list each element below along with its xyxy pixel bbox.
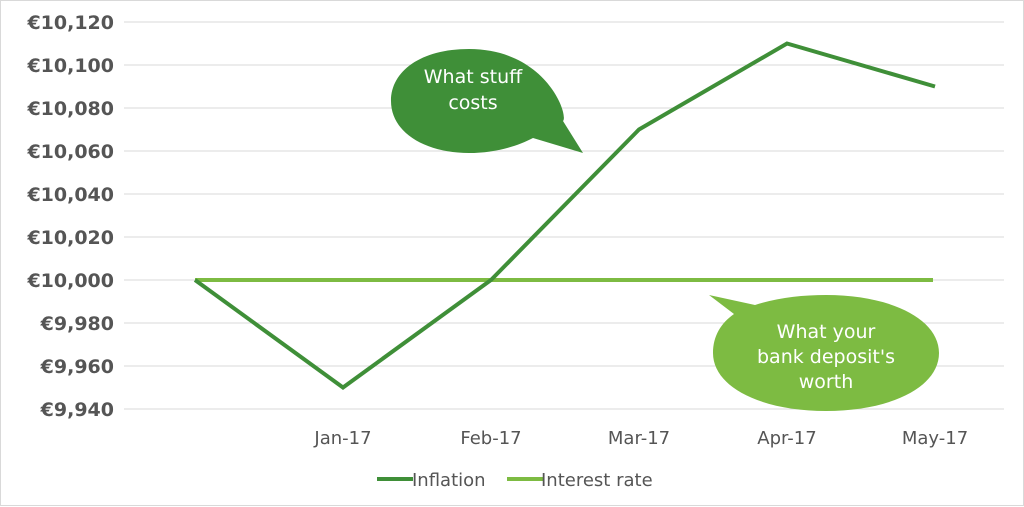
legend: Inflation Interest rate (377, 470, 653, 491)
y-axis-ticks: €9,940 €9,960 €9,980 €10,000 €10,020 €10,040 €… (26, 12, 114, 421)
legend-label-interest-rate: Interest rate (541, 470, 653, 491)
y-tick-label: €9,960 (40, 356, 114, 378)
x-tick-label: Jan-17 (313, 428, 371, 449)
y-tick-label: €9,940 (40, 399, 114, 421)
callout-line: What your (777, 321, 876, 343)
y-tick-label: €9,980 (40, 313, 114, 335)
callout-bubble-inflation (391, 49, 583, 153)
y-tick-label: €10,060 (26, 141, 114, 163)
callout-what-stuff-costs: What stuff costs (391, 49, 583, 153)
x-tick-label: May-17 (902, 428, 968, 449)
x-tick-label: Feb-17 (460, 428, 521, 449)
series-line-inflation (193, 41, 936, 390)
callout-bubble-interest (709, 295, 939, 411)
y-tick-label: €10,000 (26, 270, 114, 292)
y-tick-label: €10,020 (26, 227, 114, 249)
x-tick-label: Mar-17 (608, 428, 670, 449)
y-tick-label: €10,040 (26, 184, 114, 206)
series-lines (193, 41, 936, 390)
callout-bank-deposit-worth: What your bank deposit's worth (709, 295, 939, 411)
callout-line: What stuff (424, 66, 523, 88)
legend-label-inflation: Inflation (412, 470, 486, 491)
y-tick-label: €10,100 (26, 55, 114, 77)
callout-line: bank deposit's (757, 346, 895, 368)
x-tick-label: Apr-17 (757, 428, 816, 449)
callout-line: costs (448, 92, 497, 114)
callout-line: worth (799, 371, 853, 393)
y-tick-label: €10,080 (26, 98, 114, 120)
x-axis-ticks: Jan-17 Feb-17 Mar-17 Apr-17 May-17 (313, 428, 968, 449)
y-tick-label: €10,120 (26, 12, 114, 34)
